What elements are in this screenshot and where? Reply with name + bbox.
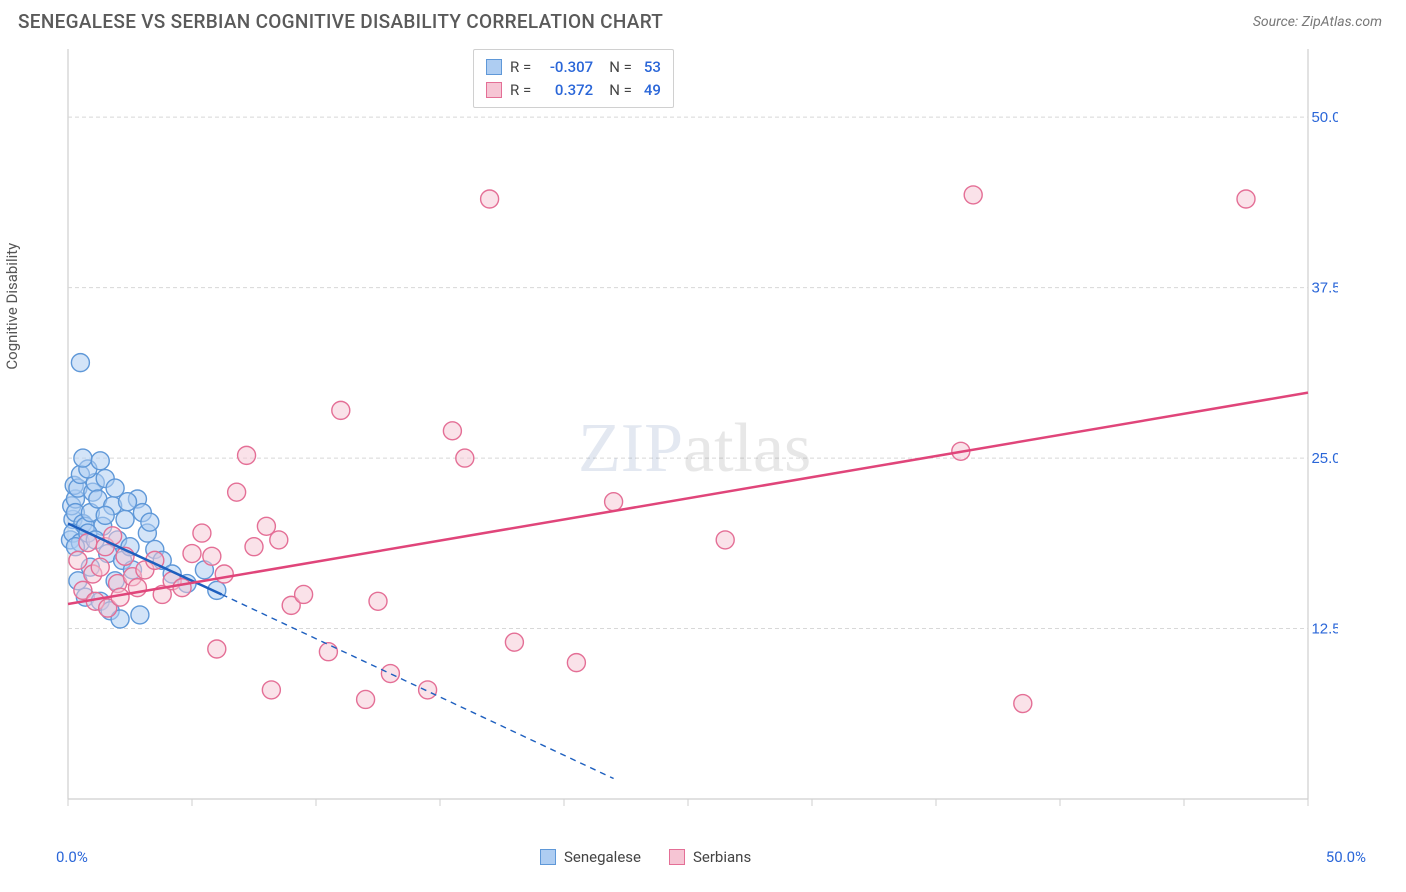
data-point <box>605 493 623 511</box>
data-point <box>238 446 256 464</box>
data-point <box>332 401 350 419</box>
chart-title: SENEGALESE VS SERBIAN COGNITIVE DISABILI… <box>18 10 663 33</box>
legend-swatch <box>486 59 502 75</box>
data-point <box>1014 695 1032 713</box>
data-point <box>505 633 523 651</box>
legend-r-label: R = <box>510 56 531 79</box>
legend-n-label: N = <box>609 79 632 102</box>
data-point <box>369 592 387 610</box>
x-max-label: 50.0% <box>1326 848 1366 866</box>
stats-legend: R = -0.307 N = 53 R = 0.372 N = 49 <box>473 49 674 108</box>
x-min-label: 0.0% <box>56 848 88 866</box>
series-name: Senegalese <box>564 848 641 866</box>
legend-swatch <box>486 82 502 98</box>
data-point <box>1237 190 1255 208</box>
data-point <box>295 585 313 603</box>
data-point <box>131 606 149 624</box>
series-legend-item: Serbians <box>669 848 751 866</box>
data-point <box>193 524 211 542</box>
chart-area: Cognitive Disability 12.5%25.0%37.5%50.0… <box>18 39 1388 809</box>
y-tick-label: 12.5% <box>1311 621 1338 638</box>
legend-n-value: 53 <box>644 56 661 79</box>
data-point <box>119 493 137 511</box>
data-point <box>228 483 246 501</box>
chart-header: SENEGALESE VS SERBIAN COGNITIVE DISABILI… <box>0 0 1406 39</box>
data-point <box>381 665 399 683</box>
scatter-plot-svg: 12.5% 25.0% 37.5% 50.0% <box>18 39 1338 809</box>
legend-r-value: 0.372 <box>539 79 593 102</box>
data-point <box>141 513 159 531</box>
data-point <box>208 640 226 658</box>
legend-swatch <box>540 849 556 865</box>
data-point <box>96 506 114 524</box>
data-point <box>357 690 375 708</box>
data-point <box>716 531 734 549</box>
data-point <box>456 449 474 467</box>
source-label: Source: ZipAtlas.com <box>1253 14 1382 30</box>
data-point <box>116 510 134 528</box>
series-legend: Senegalese Serbians <box>540 848 751 866</box>
data-point <box>262 681 280 699</box>
data-point <box>183 545 201 563</box>
data-point <box>215 565 233 583</box>
data-point <box>443 422 461 440</box>
data-point <box>71 354 89 372</box>
legend-r-value: -0.307 <box>539 56 593 79</box>
data-point <box>319 643 337 661</box>
data-point <box>964 186 982 204</box>
data-point <box>567 654 585 672</box>
data-point <box>270 531 288 549</box>
legend-swatch <box>669 849 685 865</box>
trend-line <box>68 393 1308 604</box>
stats-legend-row: R = -0.307 N = 53 <box>486 56 661 79</box>
legend-r-label: R = <box>510 79 531 102</box>
y-tick-label: 37.5% <box>1311 280 1338 297</box>
data-point <box>245 538 263 556</box>
data-point <box>69 551 87 569</box>
data-point <box>173 579 191 597</box>
legend-n-label: N = <box>609 56 632 79</box>
series-legend-item: Senegalese <box>540 848 641 866</box>
data-point <box>91 452 109 470</box>
data-point <box>481 190 499 208</box>
y-tick-label: 25.0% <box>1311 450 1338 467</box>
trend-line-extrapolated <box>222 594 614 778</box>
data-point <box>91 558 109 576</box>
y-tick-label: 50.0% <box>1311 109 1338 126</box>
stats-legend-row: R = 0.372 N = 49 <box>486 79 661 102</box>
y-axis-label: Cognitive Disability <box>3 243 21 370</box>
data-point <box>74 449 92 467</box>
data-point <box>203 547 221 565</box>
data-point <box>419 681 437 699</box>
series-name: Serbians <box>693 848 751 866</box>
legend-n-value: 49 <box>644 79 661 102</box>
